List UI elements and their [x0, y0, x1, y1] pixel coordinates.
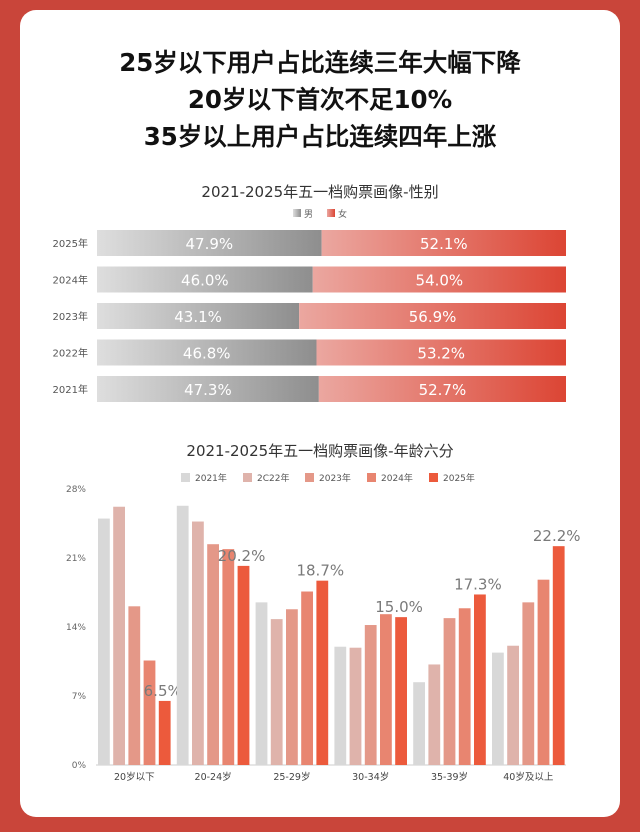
- age-bar: [286, 609, 298, 765]
- gender-year-label: 2023年: [53, 310, 88, 323]
- headline-line-1: 25岁以下用户占比连续三年大幅下降: [119, 48, 521, 77]
- age-bar: [98, 518, 110, 765]
- age-bar: [492, 652, 504, 765]
- legend-swatch-4: [367, 473, 376, 482]
- male-bar: [97, 376, 319, 402]
- y-tick-label: 14%: [66, 623, 86, 633]
- age-bar: [222, 549, 235, 765]
- y-tick-label: 21%: [66, 554, 86, 564]
- legend-label-1: 男: [304, 209, 313, 220]
- age-data-label: 6.5%: [144, 682, 182, 700]
- age-bar: [458, 608, 471, 765]
- legend-swatch-1: [293, 209, 301, 217]
- age-bar: [395, 617, 407, 765]
- age-bar: [507, 645, 519, 765]
- legend-swatch-1: [181, 473, 190, 482]
- male-bar: [97, 303, 300, 329]
- legend-label-4: 2024年: [381, 472, 413, 484]
- age-bar: [158, 700, 171, 765]
- age-bar: [270, 619, 283, 765]
- gender-year-label: 2022年: [53, 347, 88, 360]
- age-data-label: 15.0%: [375, 598, 423, 616]
- male-value-label: 46.8%: [183, 345, 231, 363]
- age-data-label: 20.2%: [218, 547, 266, 565]
- age-bar: [428, 664, 441, 765]
- y-tick-label: 7%: [72, 692, 87, 702]
- age-bar: [237, 565, 250, 765]
- age-data-label: 17.3%: [454, 575, 502, 593]
- age-data-label: 22.2%: [533, 527, 581, 545]
- age-bar: [552, 546, 565, 765]
- headline-line-2: 20岁以下首次不足10%: [187, 85, 453, 114]
- age-bar: [301, 591, 313, 765]
- y-tick-label: 0%: [72, 761, 87, 771]
- x-category-label: 30-34岁: [352, 771, 389, 783]
- female-value-label: 52.7%: [419, 381, 467, 399]
- female-bar: [299, 303, 566, 329]
- gender-year-label: 2021年: [53, 383, 88, 396]
- x-category-label: 20-24岁: [195, 771, 232, 783]
- male-value-label: 47.3%: [184, 381, 232, 399]
- age-bar: [113, 506, 125, 765]
- age-data-label: 18.7%: [296, 562, 344, 580]
- age-bar: [334, 646, 347, 765]
- headline-line-3: 35岁以上用户占比连续四年上涨: [143, 122, 497, 151]
- age-chart: 0% 7% 14% 21% 28% 2021年 2C22年 2023年 2024年 2025年 6.…: [66, 472, 581, 783]
- x-category-label: 40岁及以上: [503, 771, 554, 783]
- headline: 25岁以下用户占比连续三年大幅下降 20岁以下首次不足10% 35岁以上用户占比…: [0, 44, 640, 155]
- legend-swatch-3: [305, 473, 314, 482]
- male-bar: [97, 266, 313, 293]
- x-category-label: 35-39岁: [431, 771, 468, 783]
- age-bar: [192, 521, 204, 765]
- legend-swatch-2: [243, 473, 252, 482]
- age-bar: [143, 660, 156, 765]
- female-bar: [321, 230, 566, 256]
- age-bar: [349, 647, 362, 765]
- age-bar: [255, 602, 268, 765]
- gender-year-label: 2025年: [53, 237, 88, 250]
- age-bar: [207, 544, 219, 765]
- gender-chart: 男 女 2025年 47.9% 52.1% 2024年 46.0% 54.0% 2023年 43.…: [53, 208, 566, 402]
- legend-label-2: 女: [338, 208, 347, 220]
- x-category-label: 25-29岁: [273, 771, 310, 783]
- legend-label-3: 2023年: [319, 472, 351, 484]
- age-bar: [176, 505, 189, 765]
- female-bar: [316, 339, 566, 366]
- age-bar: [443, 618, 456, 765]
- x-category-label: 20岁以下: [114, 771, 155, 783]
- age-bar: [413, 682, 425, 765]
- age-bar: [128, 606, 141, 765]
- legend-label-5: 2025年: [443, 472, 475, 484]
- age-bar: [316, 580, 329, 765]
- male-bar: [97, 339, 317, 366]
- age-bar: [474, 594, 486, 765]
- female-value-label: 56.9%: [409, 308, 457, 326]
- age-chart-title: 2021-2025年五一档购票画像-年龄六分: [186, 442, 454, 460]
- legend-label-2: 2C22年: [257, 472, 289, 484]
- legend-swatch-2: [327, 209, 335, 217]
- legend-label-1: 2021年: [195, 472, 227, 484]
- age-bar: [522, 602, 535, 765]
- female-value-label: 53.2%: [417, 345, 465, 363]
- female-value-label: 54.0%: [416, 272, 464, 290]
- female-bar: [312, 266, 566, 293]
- y-tick-label: 28%: [66, 485, 86, 495]
- age-bar: [364, 625, 377, 765]
- age-bar: [537, 579, 550, 765]
- male-value-label: 47.9%: [185, 235, 233, 253]
- age-bar: [380, 614, 392, 765]
- gender-chart-title: 2021-2025年五一档购票画像-性别: [201, 183, 439, 201]
- male-value-label: 46.0%: [181, 272, 229, 290]
- male-bar: [97, 230, 322, 256]
- gender-year-label: 2024年: [53, 274, 88, 287]
- male-value-label: 43.1%: [174, 308, 222, 326]
- legend-swatch-5: [429, 473, 438, 482]
- female-value-label: 52.1%: [420, 235, 468, 253]
- female-bar: [318, 376, 566, 402]
